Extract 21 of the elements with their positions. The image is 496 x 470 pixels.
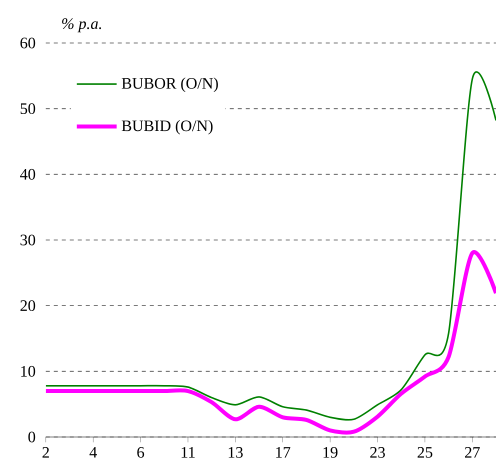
x-tick-label: 13 [228,447,243,458]
legend-label: BUBOR (O/N) [122,78,218,92]
legend-label: BUBID (O/N) [122,120,213,134]
y-tick-label: 50 [20,103,36,114]
y-axis-title: % p.a. [62,18,102,32]
y-tick-label: 20 [20,300,36,312]
y-tick-label: 30 [20,234,36,246]
x-tick-label: 6 [137,447,144,458]
line-series [46,251,496,435]
y-tick-label: 40 [20,168,36,180]
y-tick-label: 10 [21,366,36,377]
x-tick-label: 19 [324,447,338,458]
x-tick-label: 25 [418,447,432,458]
x-tick-label: 2 [42,447,49,458]
x-tick-label: 27 [465,447,480,458]
x-tick-label: 11 [182,447,195,458]
x-tick-label: 23 [370,447,385,458]
x-tick-label: 17 [276,447,290,458]
y-tick-label: 0 [28,432,36,442]
y-tick-label: 60 [20,38,36,48]
x-tick-label: 4 [90,447,97,458]
